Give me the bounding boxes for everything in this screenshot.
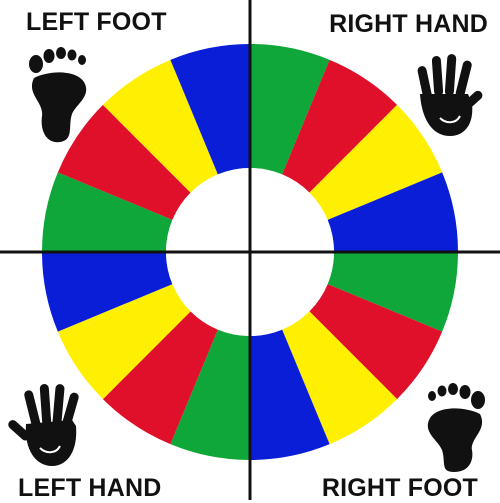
spinner-segment-right-foot-red [309,284,443,400]
left-hand-label: LEFT HAND [18,474,162,502]
spinner-segment-left-hand-green [170,329,250,460]
spinner-segment-right-hand-yellow [309,104,443,220]
spinner-segment-right-hand-green [250,43,330,175]
spinner-segment-left-foot-blue [170,43,250,175]
spinner-segment-left-hand-yellow [57,284,191,400]
spinner-segment-right-hand-blue [327,172,458,252]
right-foot-label: RIGHT FOOT [321,474,478,502]
spinner-segment-right-foot-blue [250,329,330,460]
left-foot-icon [22,44,102,144]
spinner-segment-left-hand-red [102,311,218,445]
spinner-segment-left-hand-blue [42,252,173,332]
left-foot-label: LEFT FOOT [26,8,167,36]
right-hand-icon [410,52,488,140]
spinner-segment-right-hand-red [282,59,398,193]
right-foot-icon [410,382,494,474]
left-hand-icon [8,380,88,470]
spinner-segment-right-foot-green [327,252,458,332]
spinner-segment-right-foot-yellow [282,311,398,445]
right-hand-label: RIGHT HAND [329,10,488,38]
spinner-segment-left-foot-red [57,104,191,220]
spinner-segment-left-foot-yellow [102,59,218,193]
spinner-segment-left-foot-green [42,172,173,252]
